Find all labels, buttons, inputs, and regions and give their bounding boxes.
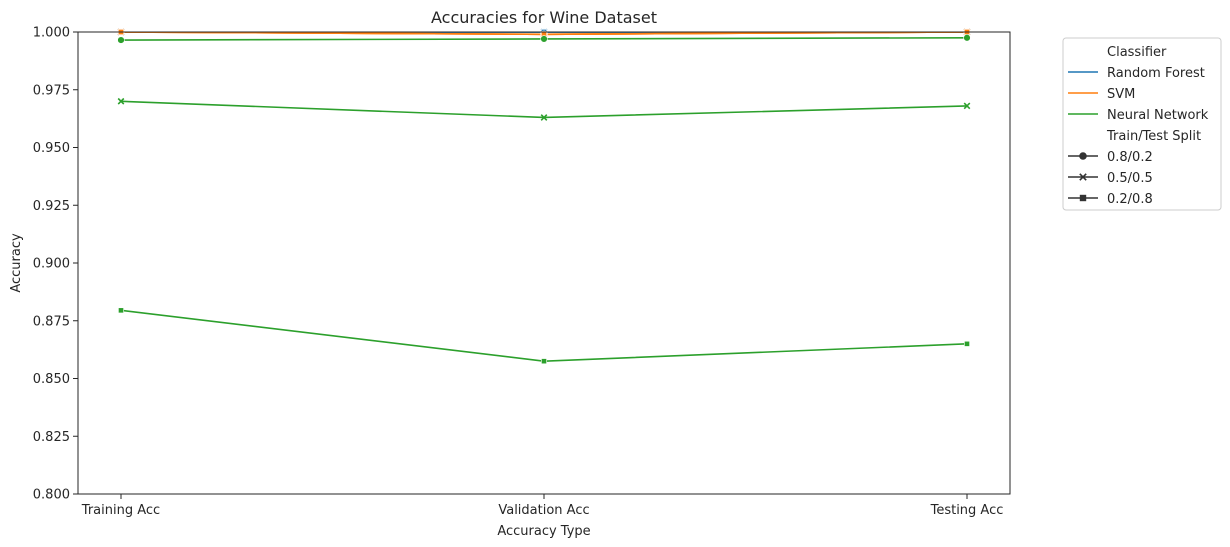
series-neural-network-0-5-0-5-point-testing-acc (963, 102, 971, 110)
y-tick-label: 0.825 (33, 430, 70, 445)
legend-label-svm: SVM (1107, 87, 1135, 102)
x-axis: Training Acc Validation Acc Testing Acc (81, 494, 1004, 518)
y-tick-label: 0.975 (33, 83, 70, 98)
plot-markers (117, 28, 971, 365)
y-tick-label: 0.800 (33, 488, 70, 503)
x-tick-label-validation-acc: Validation Acc (498, 503, 589, 518)
series-neural-network-0-2-0-8-point-validation-acc (541, 358, 547, 365)
y-tick-label: 0.875 (33, 314, 70, 329)
plot-frame (77, 31, 1011, 495)
y-axis-title: Accuracy (9, 233, 24, 293)
chart-title: Accuracies for Wine Dataset (431, 8, 657, 27)
y-tick-label: 0.925 (33, 199, 70, 214)
legend-label-split-0-5-0-5: 0.5/0.5 (1107, 171, 1153, 186)
series-neural-network-0-8-0-2-point-training-acc (117, 36, 125, 44)
series-neural-network-0-2-0-8-line (120, 309, 968, 362)
series-neural-network-0-2-0-8-point-training-acc (118, 307, 124, 314)
y-tick-label: 0.900 (33, 257, 70, 272)
x-tick-label-testing-acc: Testing Acc (930, 503, 1004, 518)
legend-label-random-forest: Random Forest (1107, 66, 1205, 81)
legend-label-split-0-8-0-2: 0.8/0.2 (1107, 150, 1153, 165)
legend-style-title: Train/Test Split (1106, 129, 1201, 144)
plot-lines (120, 32, 968, 362)
x-tick-label-training-acc: Training Acc (81, 503, 160, 518)
series-neural-network-0-2-0-8-point-testing-acc (964, 340, 970, 347)
series-neural-network-0-5-0-5-point-training-acc (117, 97, 125, 105)
y-tick-label: 1.000 (33, 26, 70, 41)
legend-label-split-0-2-0-8: 0.2/0.8 (1107, 192, 1153, 207)
series-neural-network-0-5-0-5-line (120, 100, 968, 119)
legend-marker-split-0-8-0-2 (1079, 152, 1087, 160)
y-tick-label: 0.850 (33, 372, 70, 387)
legend-label-neural-network: Neural Network (1107, 108, 1209, 123)
x-axis-title: Accuracy Type (497, 524, 590, 539)
y-axis: 0.800 0.825 0.850 0.875 0.900 0.925 0.950 0.975… (33, 26, 78, 503)
legend-marker-split-0-5-0-5 (1079, 173, 1087, 181)
series-neural-network-0-8-0-2-point-validation-acc (540, 35, 548, 43)
series-neural-network-0-8-0-2-point-testing-acc (963, 34, 971, 42)
legend-marker-split-0-2-0-8 (1079, 194, 1087, 202)
legend-hue-title: Classifier (1107, 45, 1167, 60)
legend: Classifier Train/Test Split Random Fores… (1062, 37, 1222, 211)
legend-frame (1062, 37, 1222, 211)
series-neural-network-0-5-0-5-point-validation-acc (540, 114, 548, 121)
y-tick-label: 0.950 (33, 141, 70, 156)
